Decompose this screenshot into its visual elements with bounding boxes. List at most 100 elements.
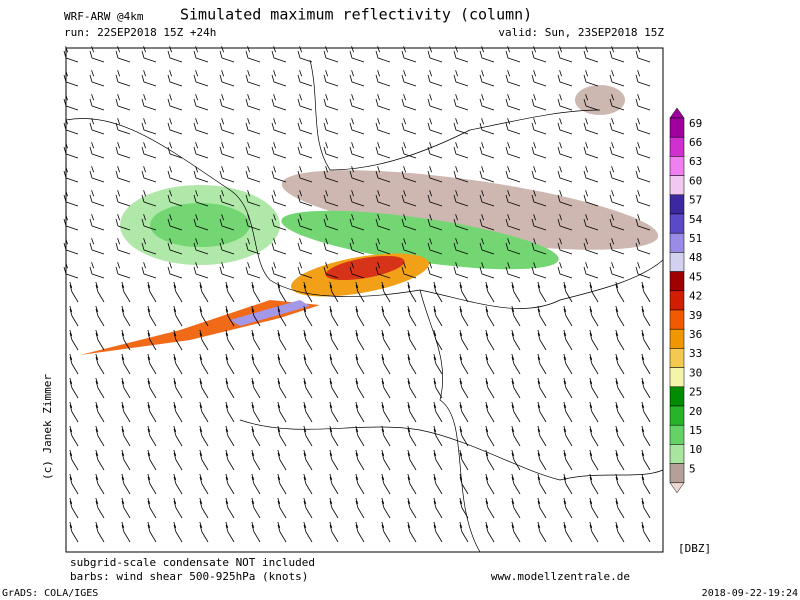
barb — [583, 238, 599, 255]
barb — [485, 353, 495, 375]
barb — [69, 449, 79, 471]
barb — [199, 353, 209, 375]
barb — [485, 305, 495, 327]
barb — [141, 238, 157, 255]
barb — [219, 214, 235, 231]
barb — [381, 521, 391, 543]
barb — [589, 425, 599, 447]
barb — [193, 46, 209, 63]
barb — [355, 305, 365, 327]
barb — [297, 238, 313, 255]
barb — [485, 473, 495, 495]
barb — [635, 142, 651, 159]
barb — [531, 190, 547, 207]
barb — [271, 214, 287, 231]
colorbar-swatch — [669, 309, 685, 330]
barb — [121, 521, 131, 543]
barb — [173, 449, 183, 471]
barb — [121, 449, 131, 471]
barb — [433, 377, 443, 399]
barb — [459, 401, 469, 423]
barb — [193, 70, 209, 87]
barb — [199, 425, 209, 447]
colorbar-end — [669, 107, 685, 119]
barb — [537, 401, 547, 423]
barb — [251, 473, 261, 495]
barb — [511, 281, 521, 303]
barb — [557, 94, 573, 111]
barb — [615, 521, 625, 543]
colorbar-label: 63 — [689, 155, 702, 168]
precip-area — [575, 85, 625, 115]
barb — [505, 166, 521, 183]
barb — [167, 70, 183, 87]
barb — [277, 425, 287, 447]
barb — [485, 497, 495, 519]
barb — [635, 94, 651, 111]
barb — [193, 94, 209, 111]
barb — [615, 305, 625, 327]
barb — [609, 94, 625, 111]
barb — [511, 377, 521, 399]
colorbar-swatch — [669, 328, 685, 349]
barb — [401, 46, 417, 63]
barb — [173, 497, 183, 519]
barb — [173, 401, 183, 423]
barb — [277, 329, 287, 351]
barb — [433, 305, 443, 327]
barb — [121, 401, 131, 423]
barb — [505, 70, 521, 87]
barb — [381, 473, 391, 495]
barb — [355, 377, 365, 399]
barb — [219, 262, 235, 279]
barb — [505, 238, 521, 255]
barb — [329, 521, 339, 543]
barb — [95, 425, 105, 447]
barb — [115, 262, 131, 279]
note: barbs: wind shear 500-925hPa (knots) — [70, 570, 308, 583]
barb — [167, 118, 183, 135]
barb — [401, 70, 417, 87]
colorbar-swatch — [669, 156, 685, 176]
colorbar-label: 5 — [689, 462, 696, 475]
barb — [167, 262, 183, 279]
barb — [641, 353, 651, 375]
barb — [63, 142, 79, 159]
barb — [589, 353, 599, 375]
barb — [277, 521, 287, 543]
barb — [245, 46, 261, 63]
barb — [433, 353, 443, 375]
barb — [433, 401, 443, 423]
barb — [531, 118, 547, 135]
barb — [271, 142, 287, 159]
barb — [615, 473, 625, 495]
barb — [485, 401, 495, 423]
barb — [479, 166, 495, 183]
barb — [531, 166, 547, 183]
barb — [557, 70, 573, 87]
barb — [251, 305, 261, 327]
colorbar-label: 51 — [689, 232, 702, 245]
barb — [609, 238, 625, 255]
barb — [225, 353, 235, 375]
barb — [401, 94, 417, 111]
barb — [557, 166, 573, 183]
copyright: (c) Janek Zimmer — [41, 374, 54, 480]
barb — [141, 118, 157, 135]
colorbar-swatch — [669, 405, 685, 426]
barb — [69, 329, 79, 351]
barb — [355, 497, 365, 519]
barb — [589, 281, 599, 303]
barb — [115, 46, 131, 63]
barb — [407, 449, 417, 471]
barb — [583, 262, 599, 279]
colorbar-label: 20 — [689, 405, 702, 418]
barb — [557, 238, 573, 255]
barb — [641, 473, 651, 495]
barb — [563, 401, 573, 423]
barb — [641, 377, 651, 399]
colorbar-swatch — [669, 136, 685, 157]
barb — [277, 353, 287, 375]
